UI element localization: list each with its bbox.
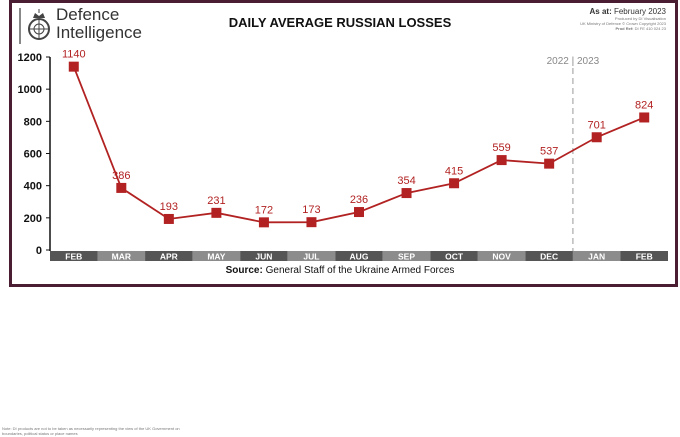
produced-by: Produced by DI Visualisation <box>614 16 666 21</box>
x-tick-label: FEB <box>636 252 653 262</box>
x-tick-label: NOV <box>492 252 511 262</box>
logo-line-1: Defence <box>56 5 120 24</box>
y-tick-label: 200 <box>24 213 42 225</box>
x-tick-label: JUL <box>303 252 319 262</box>
x-band-segment <box>50 251 98 261</box>
x-band-segment <box>240 251 288 261</box>
data-point <box>496 155 507 166</box>
x-tick-label: JUN <box>255 252 272 262</box>
data-point <box>639 112 650 123</box>
data-point <box>401 188 412 199</box>
source-text: General Staff of the Ukraine Armed Force… <box>265 265 455 276</box>
y-tick-label: 800 <box>24 116 42 128</box>
data-label: 173 <box>302 204 320 216</box>
source-label: Source: <box>225 265 263 276</box>
x-tick-label: AUG <box>350 252 369 262</box>
x-tick-label: APR <box>160 252 178 262</box>
y-tick-label: 0 <box>36 245 42 257</box>
year-divider-label: 2022 | 2023 <box>547 56 600 67</box>
logo-divider <box>19 8 21 44</box>
data-label: 354 <box>397 175 415 187</box>
data-point <box>544 158 555 169</box>
data-label: 701 <box>588 119 606 131</box>
x-tick-label: MAY <box>207 252 225 262</box>
x-band-segment <box>97 251 146 261</box>
x-tick-label: SEP <box>398 252 415 262</box>
data-point <box>306 217 317 228</box>
y-tick-label: 400 <box>24 181 42 193</box>
data-point <box>163 213 174 224</box>
chart-frame <box>9 0 678 287</box>
data-point <box>68 61 79 72</box>
x-band-segment <box>430 251 478 261</box>
data-label: 537 <box>540 146 558 158</box>
x-band-segment <box>620 251 668 261</box>
x-band-segment <box>525 251 573 261</box>
x-tick-label: MAR <box>112 252 131 262</box>
y-tick-label: 1200 <box>18 52 42 64</box>
logo-text: Defence Intelligence <box>56 6 142 42</box>
x-band-segment <box>287 251 336 261</box>
y-tick-label: 1000 <box>18 84 42 96</box>
copyright: UK Ministry of Defence © Crown Copyright… <box>580 21 666 26</box>
x-band-segment <box>145 251 193 261</box>
as-at-value: February 2023 <box>613 7 666 16</box>
disclaimer-note: Note: DI products are not to be taken as… <box>2 426 180 436</box>
crest-logo-icon <box>28 9 50 40</box>
x-tick-label: OCT <box>445 252 464 262</box>
as-at-label: As at: <box>589 7 612 16</box>
logo-line-2: Intelligence <box>56 23 143 42</box>
x-band-segment <box>335 251 383 261</box>
data-point <box>258 217 269 228</box>
data-point <box>449 178 460 189</box>
data-point <box>591 132 602 143</box>
x-band-segment <box>477 251 526 261</box>
data-label: 236 <box>350 194 368 206</box>
data-label: 559 <box>492 142 510 154</box>
data-label: 193 <box>160 201 178 213</box>
x-tick-label: FEB <box>65 252 82 262</box>
chart-title: DAILY AVERAGE RUSSIAN LOSSES <box>228 15 452 30</box>
data-label: 824 <box>635 99 653 111</box>
data-point <box>116 182 127 193</box>
data-label: 386 <box>112 170 130 182</box>
data-label: 1140 <box>62 49 86 61</box>
y-tick-label: 600 <box>24 149 42 161</box>
data-label: 172 <box>255 204 273 216</box>
prod-ref: DI FE 410 024 23 <box>634 26 666 31</box>
data-point <box>211 207 222 218</box>
x-tick-label: DEC <box>540 252 558 262</box>
as-at-block: As at: February 2023 Produced by DI Visu… <box>580 7 666 31</box>
data-label: 415 <box>445 165 463 177</box>
data-point <box>354 207 364 218</box>
x-band-segment <box>192 251 241 261</box>
x-tick-label: JAN <box>588 252 605 262</box>
prod-ref-label: Prod Ref: <box>615 26 634 31</box>
line-chart: 0 200 400 600 800 1000 1200 FEB MAR APR MAY JUN JUL A… <box>18 49 668 262</box>
data-label: 231 <box>207 195 225 207</box>
source-line: Source: General Staff of the Ukraine Arm… <box>0 265 680 276</box>
x-band-segment <box>382 251 431 261</box>
x-band-segment <box>572 251 621 261</box>
